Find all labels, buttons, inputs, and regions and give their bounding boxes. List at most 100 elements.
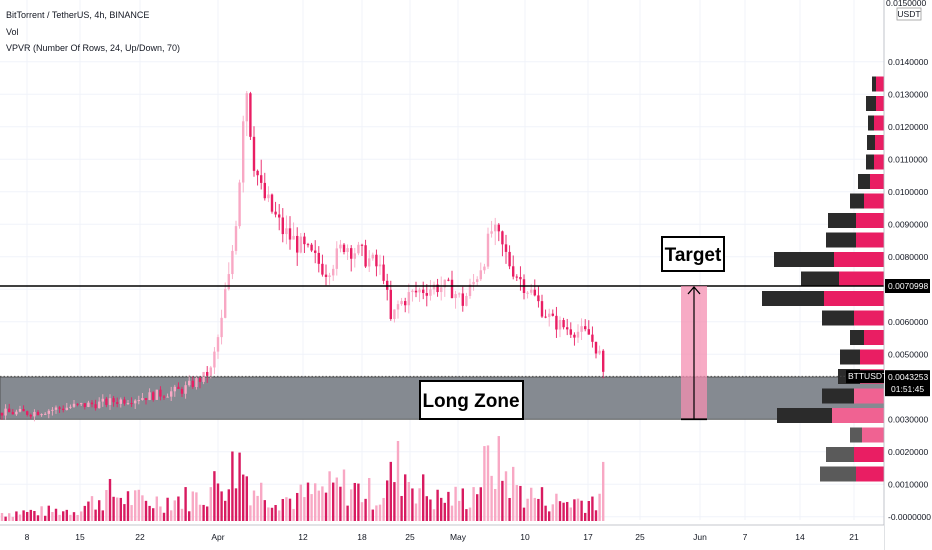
candle-body xyxy=(274,211,277,215)
time-axis[interactable]: 8 15 22 Apr 12 18 25 May 10 17 25 Jun 7 14 21 xyxy=(0,524,884,550)
candle-body xyxy=(490,231,493,234)
candle-body xyxy=(440,287,443,293)
time-tick-label: Apr xyxy=(211,532,224,542)
candle-body xyxy=(87,402,90,407)
volume-bar xyxy=(159,506,162,521)
volume-bar xyxy=(101,510,104,521)
vpvr-up-bar xyxy=(856,213,884,228)
volume-bar xyxy=(292,508,295,521)
time-tick-label: 15 xyxy=(75,532,85,542)
volume-bar xyxy=(407,482,410,521)
volume-bar xyxy=(544,505,547,521)
volume-bar xyxy=(198,504,202,521)
volume-bar xyxy=(76,514,79,521)
candle-body xyxy=(51,409,54,411)
candle-body xyxy=(80,403,83,405)
candle-body xyxy=(126,403,130,405)
candle-body xyxy=(184,385,187,394)
volume-bar xyxy=(155,496,158,521)
volume-bar xyxy=(476,494,479,521)
price-tick-label: 0.0090000 xyxy=(888,219,928,229)
volume-bar xyxy=(332,482,335,521)
candle-body xyxy=(98,401,101,409)
candle-body xyxy=(580,326,583,332)
candle-body xyxy=(69,406,72,408)
candle-body xyxy=(108,398,112,405)
candle-body xyxy=(245,93,248,122)
candle-body xyxy=(303,236,306,245)
candle-body xyxy=(378,264,382,267)
volume-bar xyxy=(188,511,191,521)
volume-bar xyxy=(447,491,450,521)
volume-bar xyxy=(285,497,288,521)
time-axis-bg xyxy=(0,525,884,550)
candle-body xyxy=(414,290,418,293)
last-price-tag[interactable]: BTTUSDT 0.0043253 01:51:45 xyxy=(846,370,930,397)
candle-body xyxy=(209,367,212,376)
volume-bar xyxy=(184,487,187,521)
volume-bar xyxy=(177,496,180,521)
volume-bar xyxy=(479,487,482,521)
vpvr-up-bar xyxy=(854,447,884,462)
volume-bar xyxy=(450,505,454,521)
volume-bar xyxy=(47,505,50,521)
chart-title: BitTorrent / TetherUS, 4h, BINANCE xyxy=(6,10,150,20)
volume-bar xyxy=(4,516,7,521)
volume-bar xyxy=(112,496,115,521)
volume-bar xyxy=(562,502,565,521)
volume-bar xyxy=(512,466,515,521)
candle-body xyxy=(220,317,223,338)
candle-body xyxy=(234,226,238,251)
candle-body xyxy=(281,217,284,235)
candle-body xyxy=(54,407,58,410)
top-partial-tick: 0.0150000 xyxy=(886,0,926,8)
price-tick-label: 0.0020000 xyxy=(888,447,928,457)
volume-bar xyxy=(260,482,263,521)
target-label-box[interactable]: Target xyxy=(661,236,725,272)
candle-body xyxy=(76,403,79,405)
volume-bar xyxy=(69,514,72,521)
volume-bar xyxy=(36,515,40,521)
symbol-tag: BTTUSDT xyxy=(848,371,887,381)
grid-lines xyxy=(0,0,884,520)
volume-bar xyxy=(353,482,356,521)
candle-body xyxy=(548,313,551,318)
candle-body xyxy=(314,250,317,253)
candle-body xyxy=(162,396,166,398)
candle-body xyxy=(429,289,432,296)
volume-bar xyxy=(587,501,590,521)
resistance-price-tag[interactable]: 0.0070998 xyxy=(885,279,930,293)
candle-body xyxy=(141,398,144,401)
long-zone-label-box[interactable]: Long Zone xyxy=(419,380,524,420)
volume-bar xyxy=(278,510,281,521)
volume-bar xyxy=(94,509,97,521)
volume-bar xyxy=(303,497,306,521)
time-tick-label: 18 xyxy=(357,532,367,542)
volume-bar xyxy=(371,509,374,521)
indicator-vpvr[interactable]: VPVR (Number Of Rows, 24, Up/Down, 70) xyxy=(6,43,181,53)
price-tick-label: 0.0050000 xyxy=(888,349,928,359)
vpvr-down-bar xyxy=(762,291,824,306)
candle-body xyxy=(483,266,486,271)
candle-body xyxy=(602,350,605,372)
time-tick-label: May xyxy=(450,532,467,542)
indicator-vol[interactable]: Vol xyxy=(6,27,19,37)
candle-body xyxy=(515,276,518,278)
candle-body xyxy=(188,380,191,386)
candle-body xyxy=(206,371,209,376)
volume-bar xyxy=(422,474,425,521)
volume-bar xyxy=(288,498,292,521)
candle-body xyxy=(242,121,245,183)
candle-body xyxy=(512,266,515,277)
volume-bar xyxy=(180,508,184,521)
candle-body xyxy=(105,398,108,405)
volume-bar xyxy=(591,496,594,521)
vpvr-up-bar xyxy=(839,271,884,287)
candle-body xyxy=(310,244,313,251)
candle-body xyxy=(166,396,169,398)
price-axis[interactable]: 0.0140000 0.0130000 0.0120000 0.0110000 0.01… xyxy=(883,0,932,550)
candle-body xyxy=(587,329,590,335)
candle-body xyxy=(594,341,598,354)
volume-bar xyxy=(267,507,270,521)
